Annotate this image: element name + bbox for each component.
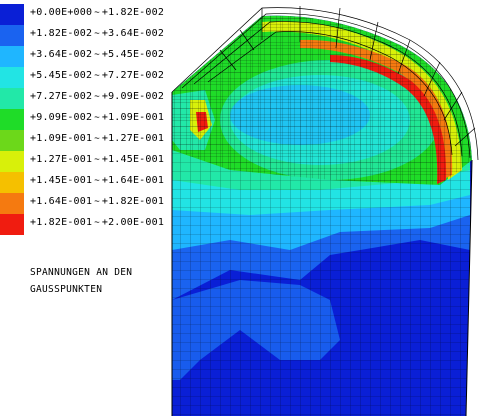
legend-label: +1.09E-001 ~ +1.27E-001 — [30, 133, 165, 144]
legend-swatch — [0, 151, 24, 172]
stress-bands — [172, 15, 472, 416]
legend-row: +3.64E-002 ~ +5.45E-002 — [0, 46, 170, 67]
legend-swatch — [0, 25, 24, 46]
caption-line-1: SPANNUNGEN AN DEN — [30, 267, 133, 278]
legend-row: +7.27E-002 ~ +9.09E-002 — [0, 88, 170, 109]
legend-label: +1.82E-002 ~ +3.64E-002 — [30, 28, 165, 39]
legend-swatch — [0, 130, 24, 151]
legend-row: +1.09E-001 ~ +1.27E-001 — [0, 130, 170, 151]
legend-row: +1.82E-001 ~ +2.00E-001 — [0, 214, 170, 235]
legend-swatch — [0, 172, 24, 193]
color-legend: +0.00E+000 ~ +1.82E-002 +1.82E-002 ~ +3.64E-… — [0, 0, 170, 260]
legend-row: +0.00E+000 ~ +1.82E-002 — [0, 4, 170, 25]
legend-label: +0.00E+000 ~ +1.82E-002 — [30, 7, 165, 18]
legend-swatch — [0, 4, 24, 25]
legend-label: +1.27E-001 ~ +1.45E-001 — [30, 154, 165, 165]
legend-label: +3.64E-002 ~ +5.45E-002 — [30, 49, 165, 60]
legend-swatch — [0, 193, 24, 214]
legend-swatch — [0, 214, 24, 235]
legend-row: +5.45E-002 ~ +7.27E-002 — [0, 67, 170, 88]
legend-row: +1.27E-001 ~ +1.45E-001 — [0, 151, 170, 172]
plot-caption: SPANNUNGEN AN DEN GAUSSPUNKTEN — [30, 264, 132, 298]
legend-label: +5.45E-002 ~ +7.27E-002 — [30, 70, 165, 81]
legend-row: +1.45E-001 ~ +1.64E-001 — [0, 172, 170, 193]
legend-swatch — [0, 109, 24, 130]
legend-swatch — [0, 46, 24, 67]
body-outline — [171, 92, 473, 416]
legend-label: +1.64E-001 ~ +1.82E-001 — [30, 196, 165, 207]
legend-label: +1.82E-001 ~ +2.00E-001 — [30, 217, 165, 228]
legend-label: +9.09E-002 ~ +1.09E-001 — [30, 112, 165, 123]
legend-row: +1.82E-002 ~ +3.64E-002 — [0, 25, 170, 46]
caption-line-2: GAUSSPUNKTEN — [30, 284, 103, 295]
wireframe-shell — [171, 6, 479, 161]
legend-label: +1.45E-001 ~ +1.64E-001 — [30, 175, 165, 186]
legend-swatch — [0, 67, 24, 88]
legend-swatch — [0, 88, 24, 109]
legend-row: +9.09E-002 ~ +1.09E-001 — [0, 109, 170, 130]
legend-label: +7.27E-002 ~ +9.09E-002 — [30, 91, 165, 102]
legend-row: +1.64E-001 ~ +1.82E-001 — [0, 193, 170, 214]
